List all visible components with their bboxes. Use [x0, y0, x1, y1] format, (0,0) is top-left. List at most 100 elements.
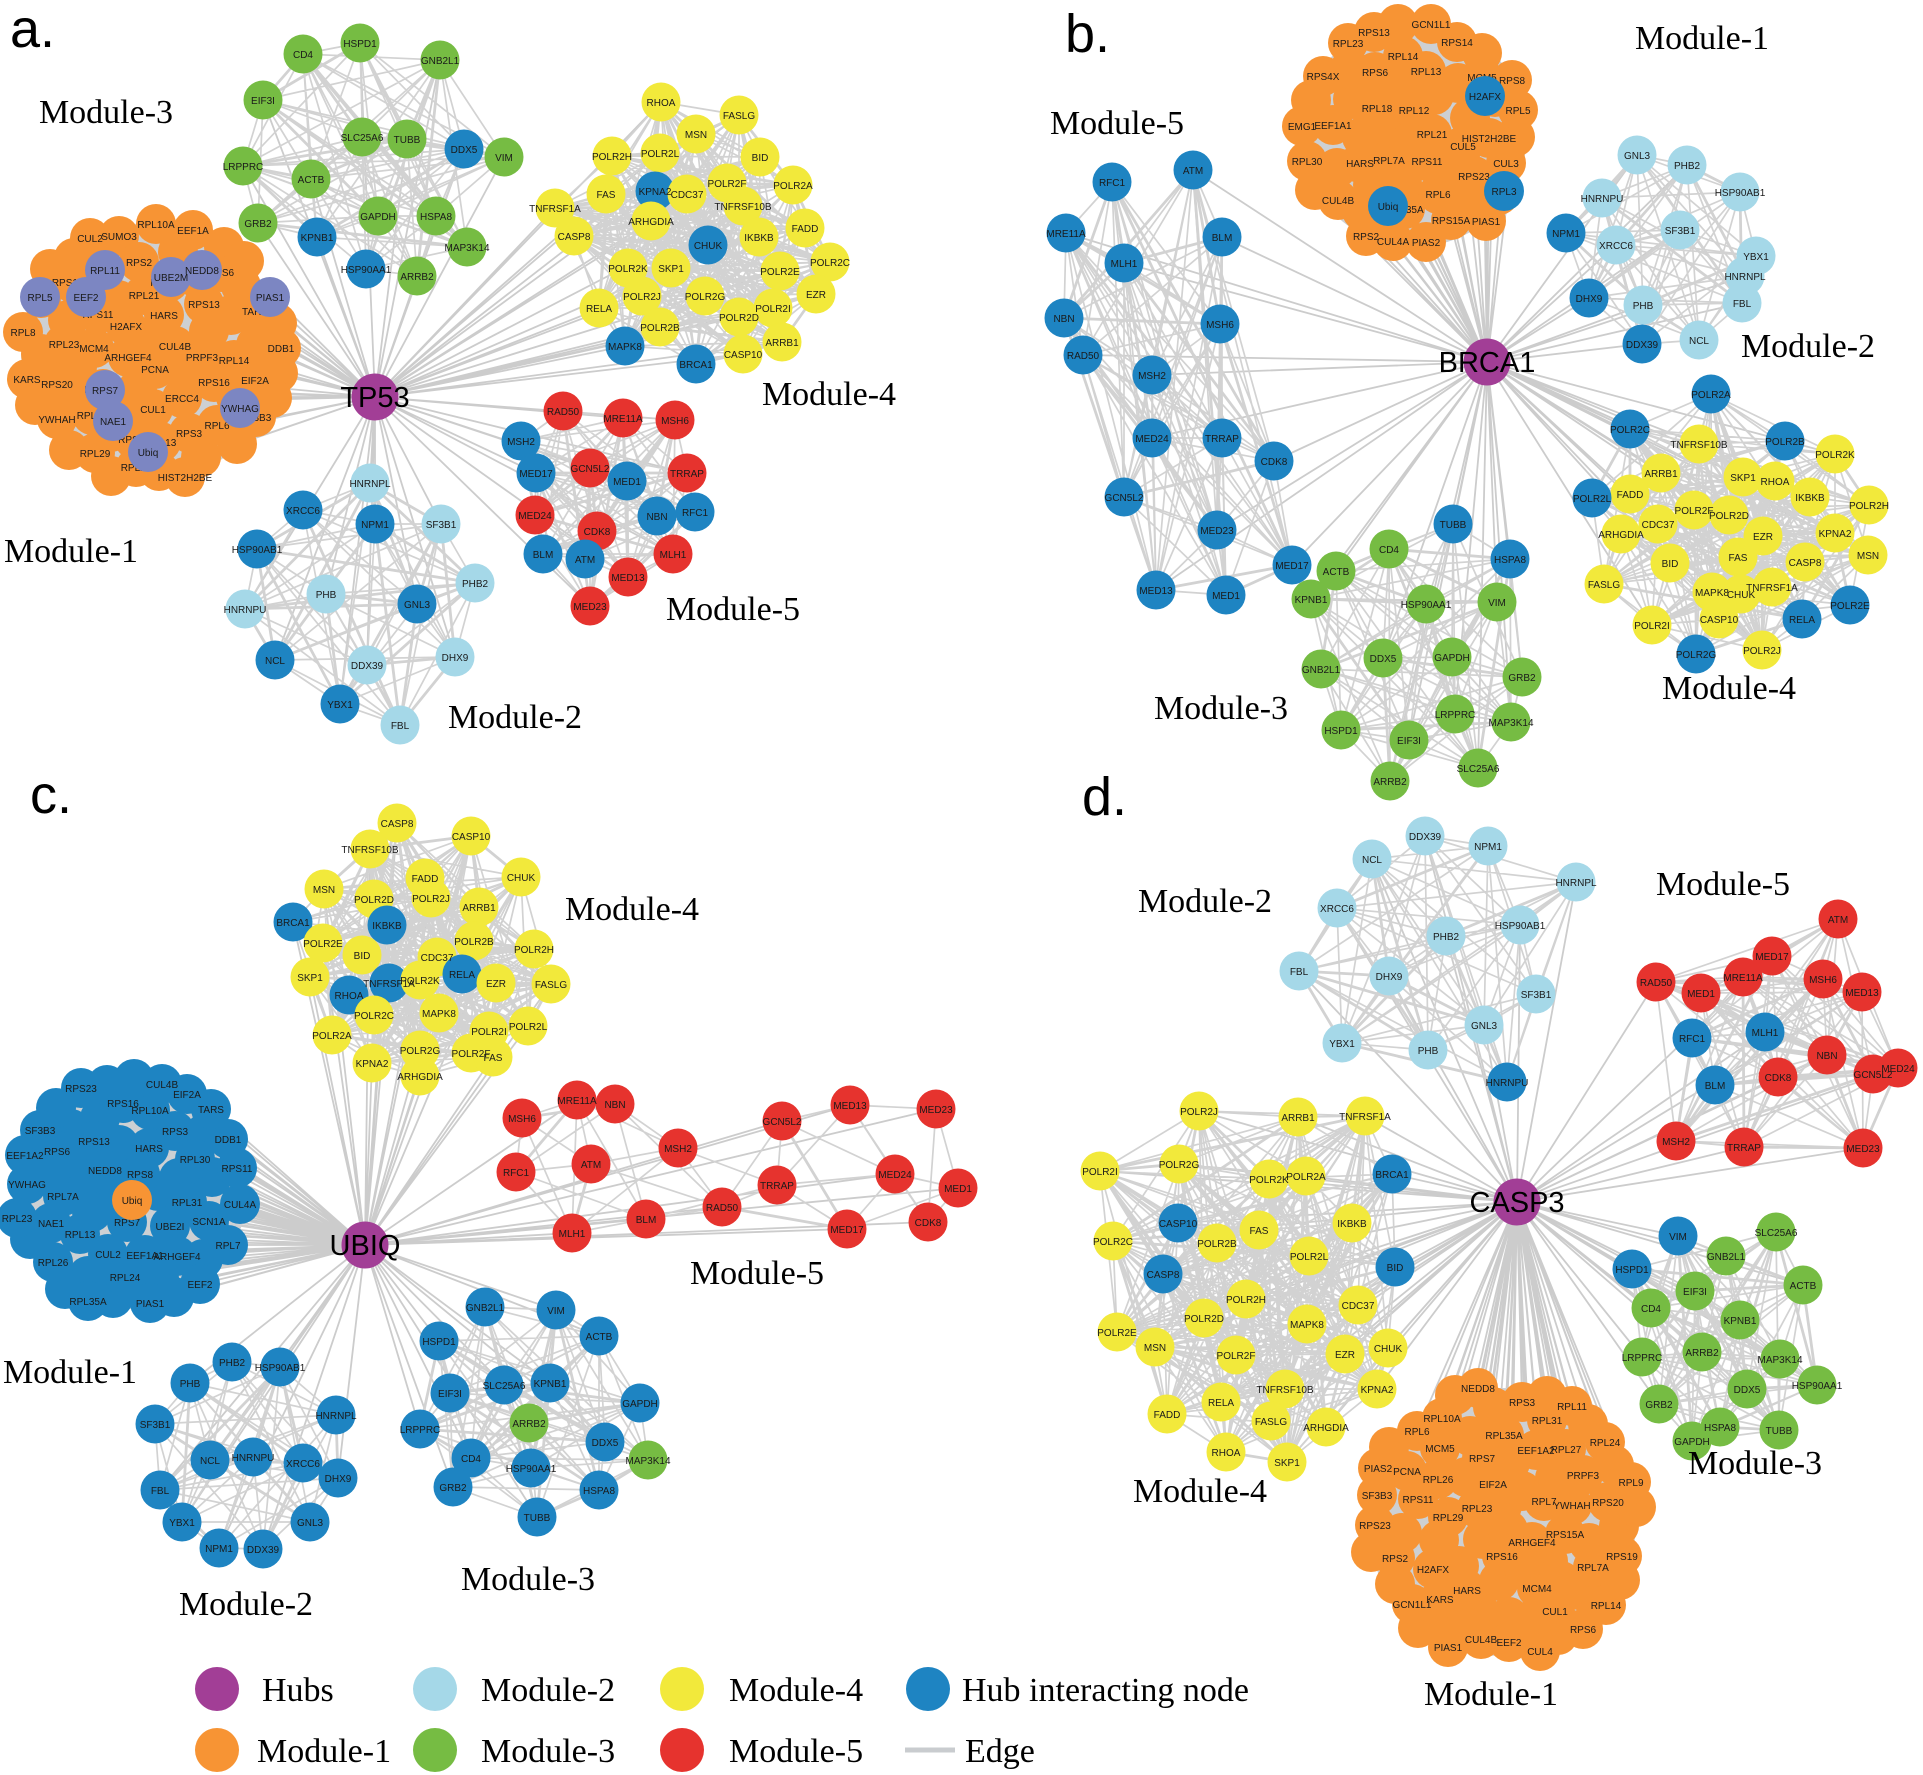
svg-text:BRCA1: BRCA1 [276, 918, 310, 929]
svg-text:XRCC6: XRCC6 [286, 506, 320, 517]
svg-text:BID: BID [752, 153, 769, 164]
svg-text:CUL2: CUL2 [95, 1250, 121, 1261]
svg-text:PRPF3: PRPF3 [1567, 1471, 1600, 1482]
svg-text:EIF3I: EIF3I [251, 96, 275, 107]
svg-text:KPNA2: KPNA2 [1819, 529, 1852, 540]
svg-text:HARS: HARS [150, 311, 178, 322]
svg-text:MED13: MED13 [1845, 988, 1879, 999]
svg-text:ARHGEF4: ARHGEF4 [104, 353, 152, 364]
svg-text:DDX5: DDX5 [592, 1438, 619, 1449]
svg-text:MCM5: MCM5 [1425, 1444, 1455, 1455]
svg-text:FADD: FADD [1617, 490, 1644, 501]
svg-text:FADD: FADD [792, 224, 819, 235]
svg-text:MED24: MED24 [878, 1170, 912, 1181]
svg-text:FBL: FBL [1733, 299, 1752, 310]
svg-text:RPL14: RPL14 [219, 356, 250, 367]
svg-text:RPL7A: RPL7A [47, 1192, 79, 1203]
svg-text:RPL21: RPL21 [129, 291, 160, 302]
svg-text:RPL30: RPL30 [180, 1155, 211, 1166]
svg-text:NAE1: NAE1 [100, 417, 127, 428]
svg-text:RPL5: RPL5 [27, 293, 52, 304]
svg-text:ATM: ATM [1183, 166, 1203, 177]
svg-text:MSH6: MSH6 [508, 1114, 536, 1125]
svg-text:EEF1A1: EEF1A1 [1314, 121, 1352, 132]
svg-text:ARRB2: ARRB2 [400, 272, 434, 283]
svg-text:RPS16: RPS16 [1486, 1552, 1518, 1563]
svg-text:MAPK8: MAPK8 [422, 1009, 456, 1020]
svg-text:MRE11A: MRE11A [1723, 973, 1763, 984]
svg-text:RPL13: RPL13 [1411, 67, 1442, 78]
svg-text:RPS16: RPS16 [107, 1099, 139, 1110]
svg-text:POLR2G: POLR2G [1159, 1160, 1200, 1171]
svg-text:Module-2: Module-2 [481, 1672, 615, 1709]
svg-text:POLR2E: POLR2E [303, 939, 343, 950]
svg-text:MAPK8: MAPK8 [1695, 588, 1729, 599]
svg-text:GAPDH: GAPDH [1674, 1437, 1710, 1448]
svg-text:NBN: NBN [646, 512, 667, 523]
svg-text:POLR2H: POLR2H [592, 152, 632, 163]
svg-text:CASP3: CASP3 [1469, 1187, 1564, 1219]
svg-text:GRB2: GRB2 [244, 219, 272, 230]
svg-text:PHB: PHB [1418, 1046, 1439, 1057]
svg-text:Module-4: Module-4 [565, 891, 699, 928]
svg-text:ERCC4: ERCC4 [165, 394, 199, 405]
svg-text:RPL9: RPL9 [1618, 1478, 1643, 1489]
svg-text:TNFRSF1A: TNFRSF1A [363, 979, 415, 990]
svg-text:POLR2G: POLR2G [1676, 650, 1717, 661]
svg-text:SF3B3: SF3B3 [25, 1126, 56, 1137]
svg-text:HNRNPL: HNRNPL [315, 1411, 357, 1422]
svg-text:Hub interacting node: Hub interacting node [962, 1672, 1249, 1709]
svg-text:CUL1: CUL1 [1542, 1607, 1568, 1618]
svg-text:HSP90AB1: HSP90AB1 [255, 1363, 306, 1374]
svg-text:DDX5: DDX5 [1370, 654, 1397, 665]
svg-text:RHOA: RHOA [335, 991, 364, 1002]
svg-text:POLR2H: POLR2H [1226, 1295, 1266, 1306]
svg-text:RPL26: RPL26 [1423, 1475, 1454, 1486]
svg-text:Ubiq: Ubiq [122, 1196, 143, 1207]
svg-text:CDK8: CDK8 [1261, 457, 1288, 468]
svg-text:RPS7: RPS7 [92, 386, 119, 397]
svg-text:POLR2G: POLR2G [685, 292, 726, 303]
svg-text:HNRNPL: HNRNPL [1724, 272, 1766, 283]
svg-text:MED23: MED23 [919, 1105, 953, 1116]
svg-text:HIST2H2BE: HIST2H2BE [1462, 134, 1517, 145]
svg-text:Hubs: Hubs [262, 1672, 334, 1709]
svg-text:YBX1: YBX1 [1743, 252, 1769, 263]
svg-text:UBE2M: UBE2M [154, 273, 188, 284]
svg-text:Module-2: Module-2 [1138, 883, 1272, 920]
svg-text:POLR2I: POLR2I [471, 1027, 507, 1038]
svg-text:Module-1: Module-1 [1635, 20, 1769, 57]
svg-text:CHUK: CHUK [507, 873, 536, 884]
svg-text:RPL23: RPL23 [1333, 39, 1364, 50]
svg-text:POLR2K: POLR2K [608, 264, 648, 275]
svg-text:RPS19: RPS19 [1606, 1552, 1638, 1563]
svg-text:TRRAP: TRRAP [760, 1181, 794, 1192]
svg-text:HNRNPL: HNRNPL [349, 479, 391, 490]
svg-text:Module-5: Module-5 [690, 1255, 824, 1292]
svg-text:RPS15A: RPS15A [1546, 1530, 1585, 1541]
svg-text:SLC25A6: SLC25A6 [1457, 764, 1500, 775]
svg-text:c.: c. [30, 765, 72, 825]
svg-text:RPS23: RPS23 [1458, 172, 1490, 183]
svg-text:FBL: FBL [151, 1486, 170, 1497]
svg-text:MED17: MED17 [1275, 561, 1309, 572]
svg-text:RPL11: RPL11 [1557, 1402, 1587, 1413]
svg-text:POLR2F: POLR2F [452, 1049, 491, 1060]
svg-text:RPS4X: RPS4X [1307, 72, 1340, 83]
svg-text:Module-1: Module-1 [4, 533, 138, 570]
svg-text:RPL7: RPL7 [1531, 1497, 1556, 1508]
svg-text:CUL4A: CUL4A [1377, 237, 1410, 248]
svg-text:VIM: VIM [547, 1306, 565, 1317]
svg-text:YBX1: YBX1 [169, 1518, 195, 1529]
svg-text:POLR2C: POLR2C [810, 258, 850, 269]
svg-text:YWHAH: YWHAH [1553, 1501, 1590, 1512]
svg-text:NEDD8: NEDD8 [1461, 1384, 1495, 1395]
svg-text:POLR2B: POLR2B [1197, 1239, 1237, 1250]
svg-text:MED13: MED13 [833, 1101, 867, 1112]
svg-text:RHOA: RHOA [647, 98, 676, 109]
svg-text:NCL: NCL [200, 1456, 220, 1467]
svg-text:CDK8: CDK8 [915, 1218, 942, 1229]
svg-text:RPL23: RPL23 [1462, 1504, 1493, 1515]
svg-text:NPM1: NPM1 [205, 1544, 233, 1555]
svg-text:GAPDH: GAPDH [360, 212, 396, 223]
